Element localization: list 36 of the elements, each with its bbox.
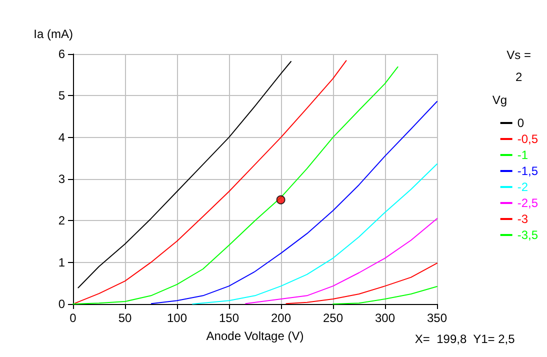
legend-label: -2 <box>517 180 528 194</box>
x-tick-label: 50 <box>118 311 132 325</box>
y-tick-label: 2 <box>58 214 66 228</box>
legend-label: -3,5 <box>517 228 538 242</box>
y-tick-label: 4 <box>58 130 66 144</box>
legend-label: -2,5 <box>517 196 538 210</box>
x-tick-label: 250 <box>322 311 344 325</box>
x-tick-label: 150 <box>218 311 240 325</box>
line-series <box>332 286 438 304</box>
x-tick-label: 300 <box>374 311 396 325</box>
x-axis-title: Anode Voltage (V) <box>206 329 304 343</box>
legend-label: -3 <box>517 212 528 226</box>
x-tick-label: 350 <box>426 311 448 325</box>
text: Vs = 2 <box>506 48 532 84</box>
y-tick-label: 6 <box>58 47 66 61</box>
x-tick-label: 100 <box>166 311 188 325</box>
y-tick-label: 3 <box>58 172 66 186</box>
y-tick-label: 0 <box>58 297 66 311</box>
legend-label: -0,5 <box>517 132 538 146</box>
line-series <box>150 101 438 304</box>
y-axis-title: Ia (mA) <box>34 27 73 41</box>
line-series <box>286 262 438 304</box>
legend-label: 0 <box>517 116 524 130</box>
text: X= 199,8 Y1= 2,5 <box>414 332 516 346</box>
legend-label: -1 <box>517 148 528 162</box>
line-series <box>245 218 438 304</box>
line-series <box>74 60 347 304</box>
y-tick-label: 1 <box>58 255 66 270</box>
x-tick-label: 200 <box>270 311 292 325</box>
legend-title: Vg <box>492 93 508 107</box>
legend-label: -1,5 <box>517 164 538 178</box>
line-series <box>72 66 398 304</box>
line-series <box>192 164 438 304</box>
line-series <box>78 61 292 288</box>
x-tick-label: 0 <box>70 311 77 325</box>
y-tick-label: 5 <box>58 88 66 103</box>
